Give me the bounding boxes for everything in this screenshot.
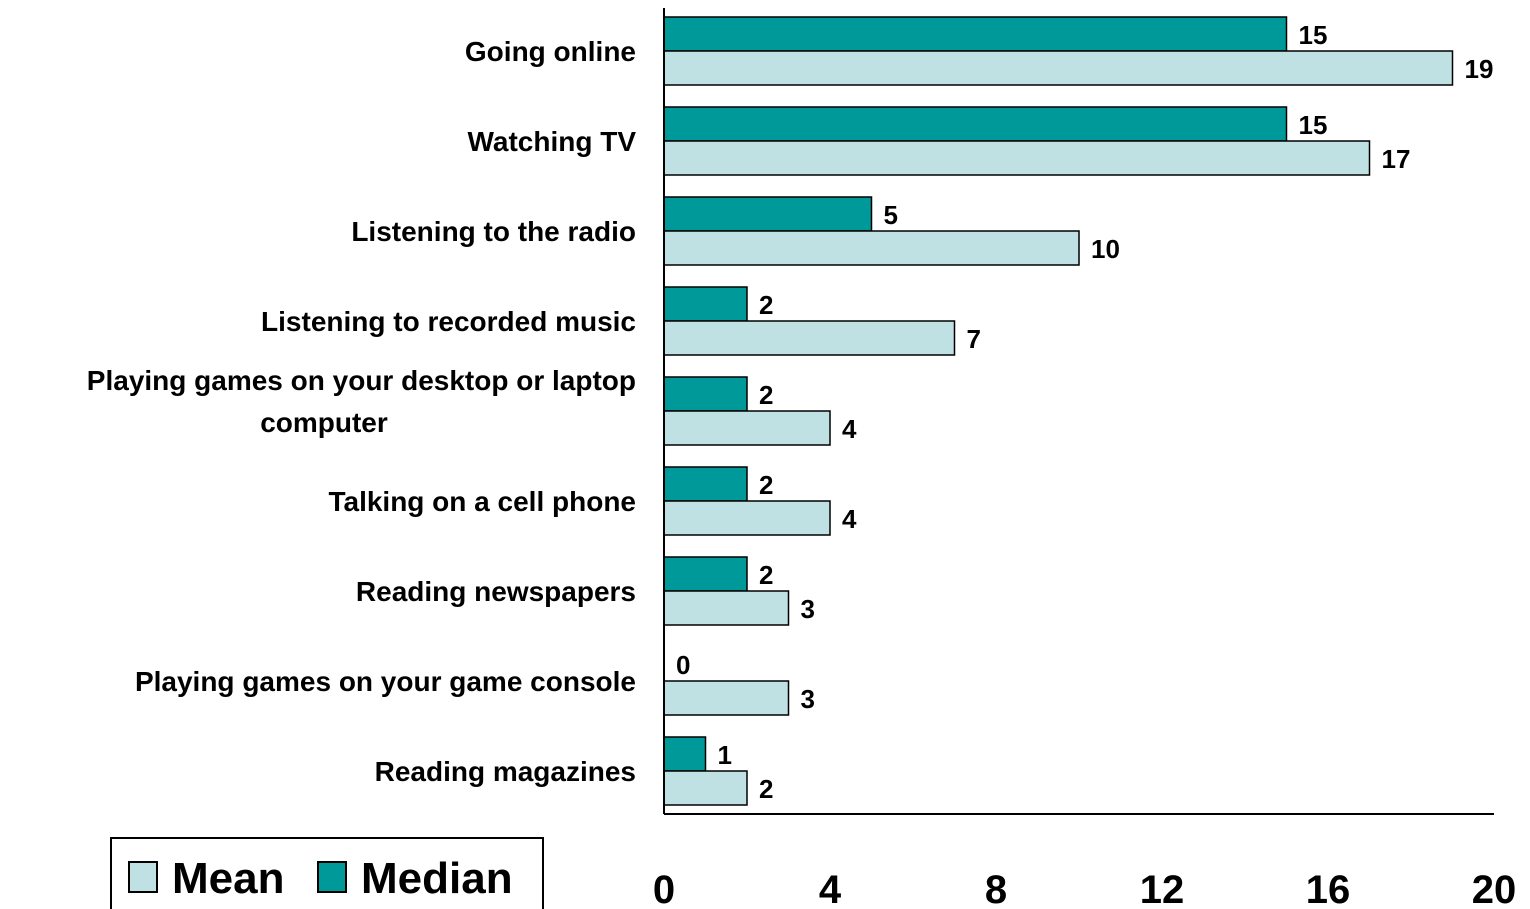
- legend-mean-label: Mean: [172, 854, 284, 903]
- bar-mean: [663, 590, 790, 626]
- value-label-mean: 2: [759, 774, 773, 804]
- bar-median: [663, 16, 1288, 52]
- value-label-median: 2: [759, 290, 773, 320]
- legend-median-swatch: [317, 861, 347, 893]
- x-tick-label: 0: [653, 868, 675, 909]
- value-label-median: 1: [718, 740, 732, 770]
- category-label: Talking on a cell phone: [328, 486, 636, 517]
- category-label: Listening to the radio: [351, 216, 636, 247]
- value-label-mean: 10: [1091, 234, 1120, 264]
- value-label-median: 2: [759, 560, 773, 590]
- category-label: Playing games on your game console: [135, 666, 636, 697]
- legend-mean-swatch: [128, 861, 158, 893]
- x-tick-label: 4: [819, 868, 842, 909]
- bar-mean: [663, 140, 1371, 176]
- bar-median: [663, 196, 873, 232]
- x-tick-label: 16: [1306, 868, 1351, 909]
- category-label: Reading newspapers: [356, 576, 636, 607]
- legend: Mean Median: [110, 837, 544, 909]
- value-label-median: 5: [884, 200, 898, 230]
- bar-mean: [663, 410, 831, 446]
- value-label-mean: 3: [801, 684, 815, 714]
- bar-mean: [663, 770, 748, 806]
- category-label: Playing games on your desktop or laptop: [87, 365, 636, 396]
- category-labels: Going online Watching TV Listening to the …: [87, 36, 637, 787]
- category-label: Reading magazines: [375, 756, 636, 787]
- x-tick-labels: 0 4 8 12 16 20: [653, 868, 1516, 909]
- value-label-median: 0: [676, 650, 690, 680]
- bar-median: [663, 466, 748, 502]
- value-label-median: 2: [759, 380, 773, 410]
- bar-median: [663, 286, 748, 322]
- value-label-mean: 7: [967, 324, 981, 354]
- value-label-mean: 17: [1382, 144, 1411, 174]
- bar-mean: [663, 320, 956, 356]
- x-tick-label: 12: [1140, 868, 1185, 909]
- bar-median: [663, 106, 1288, 142]
- value-label-mean: 4: [842, 414, 857, 444]
- bars-layer: [663, 16, 1454, 806]
- bar-mean: [663, 230, 1080, 266]
- bar-mean: [663, 500, 831, 536]
- value-label-mean: 19: [1465, 54, 1494, 84]
- x-tick-label: 8: [985, 868, 1007, 909]
- bar-mean: [663, 50, 1454, 86]
- value-label-median: 15: [1299, 110, 1328, 140]
- bar-median: [663, 556, 748, 592]
- category-label: Going online: [465, 36, 636, 67]
- value-label-median: 15: [1299, 20, 1328, 50]
- bar-median: [663, 376, 748, 412]
- bar-mean: [663, 680, 790, 716]
- legend-median-label: Median: [361, 854, 513, 903]
- category-label: Watching TV: [467, 126, 636, 157]
- category-label: computer: [260, 407, 388, 438]
- bar-median: [663, 736, 707, 772]
- x-tick-label: 20: [1472, 868, 1517, 909]
- value-label-mean: 3: [801, 594, 815, 624]
- category-label: Listening to recorded music: [261, 306, 636, 337]
- value-label-mean: 4: [842, 504, 857, 534]
- value-label-median: 2: [759, 470, 773, 500]
